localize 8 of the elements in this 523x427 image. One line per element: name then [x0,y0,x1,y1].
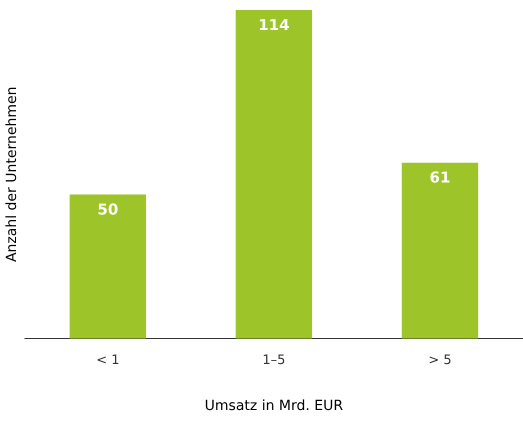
data-label: 61 [430,168,450,187]
y-axis-title: Anzahl der Unternehmen [4,86,20,262]
data-label: 50 [97,200,118,218]
x-axis-title: Umsatz in Mrd. EUR [204,398,344,414]
data-label: 114 [258,16,290,34]
x-tick-label: > 5 [428,352,452,368]
x-tick-label: 1–5 [262,352,286,368]
x-tick-label: < 1 [96,352,120,368]
